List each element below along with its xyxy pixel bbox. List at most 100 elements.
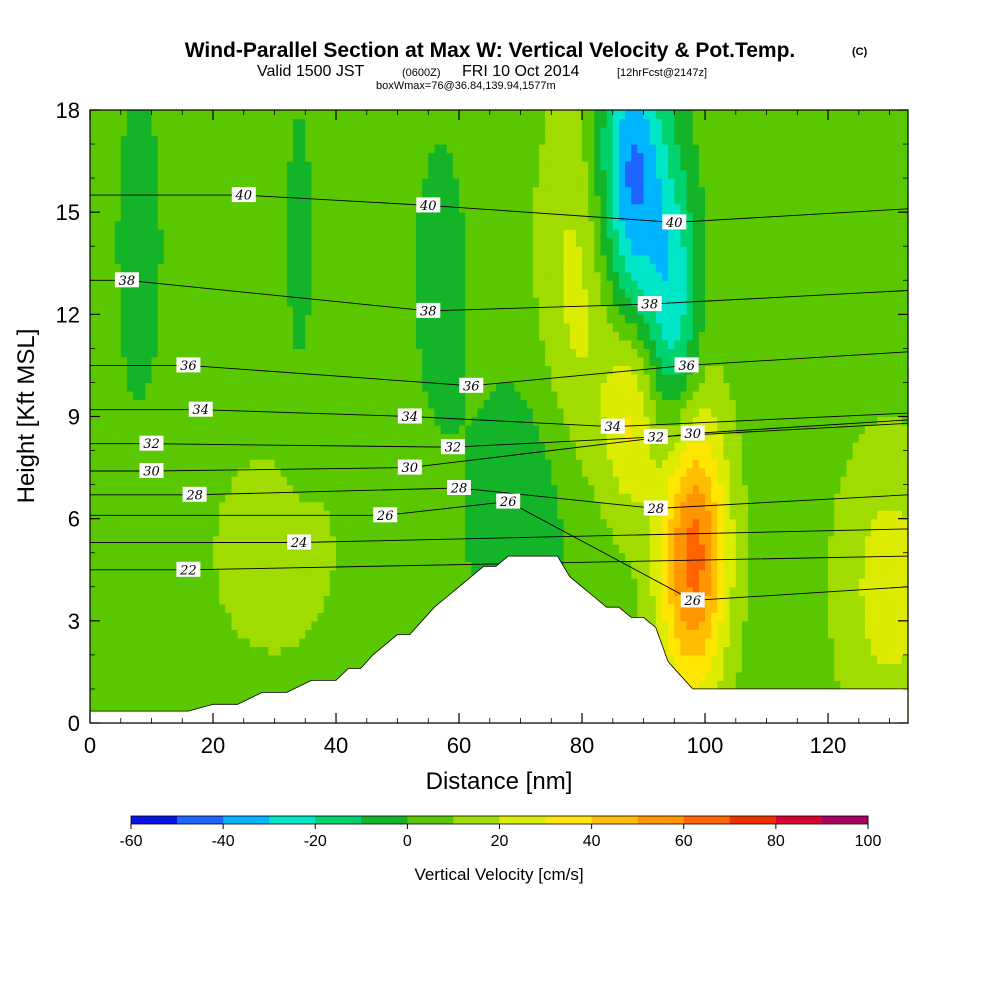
velocity-cell: [139, 493, 146, 503]
velocity-cell: [877, 654, 884, 664]
velocity-cell: [729, 654, 737, 664]
velocity-cell: [213, 612, 220, 622]
velocity-cell: [336, 629, 343, 639]
velocity-cell: [729, 510, 737, 520]
velocity-cell: [157, 484, 165, 494]
velocity-cell: [102, 612, 110, 622]
velocity-cell: [784, 493, 792, 503]
velocity-cell: [249, 501, 257, 511]
velocity-cell: [299, 637, 306, 647]
velocity-cell: [329, 654, 337, 664]
velocity-cell: [895, 510, 903, 520]
velocity-cell: [459, 578, 466, 588]
velocity-cell: [342, 578, 349, 588]
velocity-cell: [680, 535, 688, 545]
velocity-cell: [489, 467, 497, 477]
velocity-cell: [342, 433, 349, 443]
velocity-cell: [379, 433, 386, 443]
velocity-cell: [440, 561, 448, 571]
velocity-cell: [176, 416, 183, 426]
velocity-cell: [766, 603, 774, 613]
velocity-cell: [606, 527, 614, 537]
velocity-cell: [631, 442, 638, 452]
velocity-cell: [231, 586, 239, 596]
velocity-cell: [852, 578, 860, 588]
velocity-cell: [182, 578, 190, 588]
velocity-cell: [249, 484, 257, 494]
velocity-cell: [538, 425, 546, 435]
velocity-cell: [661, 612, 669, 622]
velocity-cell: [231, 646, 239, 656]
velocity-cell: [133, 484, 140, 494]
velocity-cell: [895, 501, 903, 511]
velocity-cell: [133, 467, 140, 477]
velocity-cell: [877, 467, 884, 477]
velocity-cell: [256, 586, 263, 596]
velocity-cell: [532, 442, 540, 452]
velocity-cell: [582, 459, 589, 469]
velocity-cell: [114, 586, 122, 596]
velocity-cell: [323, 493, 331, 503]
velocity-cell: [477, 467, 485, 477]
velocity-cell: [852, 586, 860, 596]
velocity-cell: [643, 535, 651, 545]
velocity-cell: [483, 535, 491, 545]
velocity-cell: [649, 407, 657, 418]
velocity-cell: [391, 603, 399, 613]
velocity-cell: [784, 671, 792, 682]
velocity-cell: [336, 518, 343, 528]
velocity-cell: [606, 552, 614, 562]
velocity-cell: [784, 544, 792, 554]
velocity-cell: [317, 450, 325, 460]
velocity-cell: [840, 612, 848, 622]
velocity-cell: [200, 561, 208, 571]
velocity-cell: [760, 552, 768, 562]
velocity-cell: [329, 629, 337, 639]
velocity-cell: [372, 569, 380, 579]
velocity-cell: [889, 433, 897, 443]
velocity-cell: [754, 586, 761, 596]
velocity-cell: [901, 450, 909, 460]
velocity-cell: [114, 399, 122, 409]
velocity-cell: [729, 569, 737, 579]
velocity-cell: [262, 620, 269, 630]
velocity-cell: [895, 484, 903, 494]
velocity-cell: [323, 629, 331, 639]
velocity-cell: [120, 501, 128, 511]
velocity-cell: [741, 612, 749, 622]
velocity-cell: [311, 476, 319, 486]
velocity-cell: [797, 450, 805, 460]
velocity-cell: [360, 467, 368, 477]
velocity-cell: [126, 425, 134, 435]
velocity-cell: [680, 442, 688, 452]
velocity-cell: [784, 450, 792, 460]
velocity-cell: [329, 569, 337, 579]
velocity-cell: [871, 518, 878, 528]
velocity-cell: [157, 493, 165, 503]
velocity-cell: [588, 467, 595, 477]
velocity-cell: [809, 671, 817, 682]
velocity-cell: [102, 535, 110, 545]
velocity-cell: [176, 467, 183, 477]
velocity-cell: [502, 518, 509, 528]
velocity-cell: [422, 518, 429, 528]
velocity-cell: [692, 671, 700, 682]
velocity-cell: [883, 493, 891, 503]
velocity-cell: [711, 586, 718, 596]
velocity-cell: [828, 493, 835, 503]
velocity-cell: [194, 501, 202, 511]
velocity-cell: [674, 569, 682, 579]
velocity-cell: [96, 544, 103, 554]
velocity-cell: [96, 399, 103, 409]
velocity-cell: [705, 680, 712, 690]
velocity-cell: [582, 561, 589, 571]
velocity-cell: [871, 671, 878, 682]
velocity-cell: [379, 578, 386, 588]
velocity-cell: [668, 433, 675, 443]
velocity-cell: [735, 484, 743, 494]
velocity-cell: [243, 654, 251, 664]
velocity-cell: [828, 484, 835, 494]
velocity-cell: [305, 552, 313, 562]
velocity-cell: [871, 544, 878, 554]
velocity-cell: [446, 416, 454, 426]
